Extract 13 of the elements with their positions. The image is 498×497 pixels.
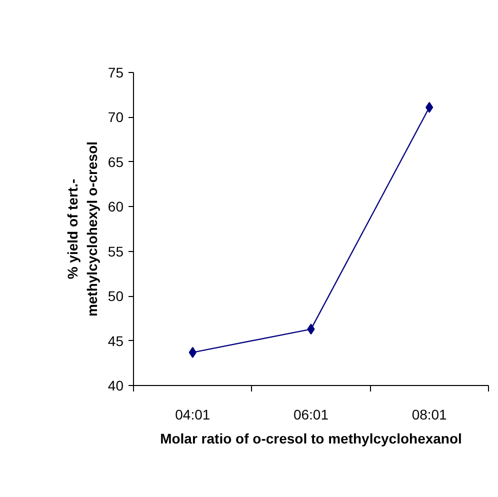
x-tick-label: 06:01 (293, 406, 329, 422)
y-tick-label: 75 (108, 64, 124, 80)
y-tick-label: 50 (108, 288, 124, 304)
x-tick-label: 04:01 (175, 406, 210, 422)
y-tick-label: 65 (108, 154, 124, 170)
y-tick-label: 55 (108, 243, 124, 260)
y-tick-label: 70 (108, 109, 124, 126)
y-axis-title: % yield of tert.- methylcyclohexyl o-cresol (64, 141, 100, 317)
x-axis-title: Molar ratio of o-cresol to methylcyclohexanol (160, 430, 462, 446)
y-tick-label: 45 (108, 332, 124, 349)
y-tick-label: 40 (108, 378, 124, 394)
y-tick-label: 60 (108, 198, 124, 215)
x-tick-label: 08:01 (412, 406, 448, 422)
